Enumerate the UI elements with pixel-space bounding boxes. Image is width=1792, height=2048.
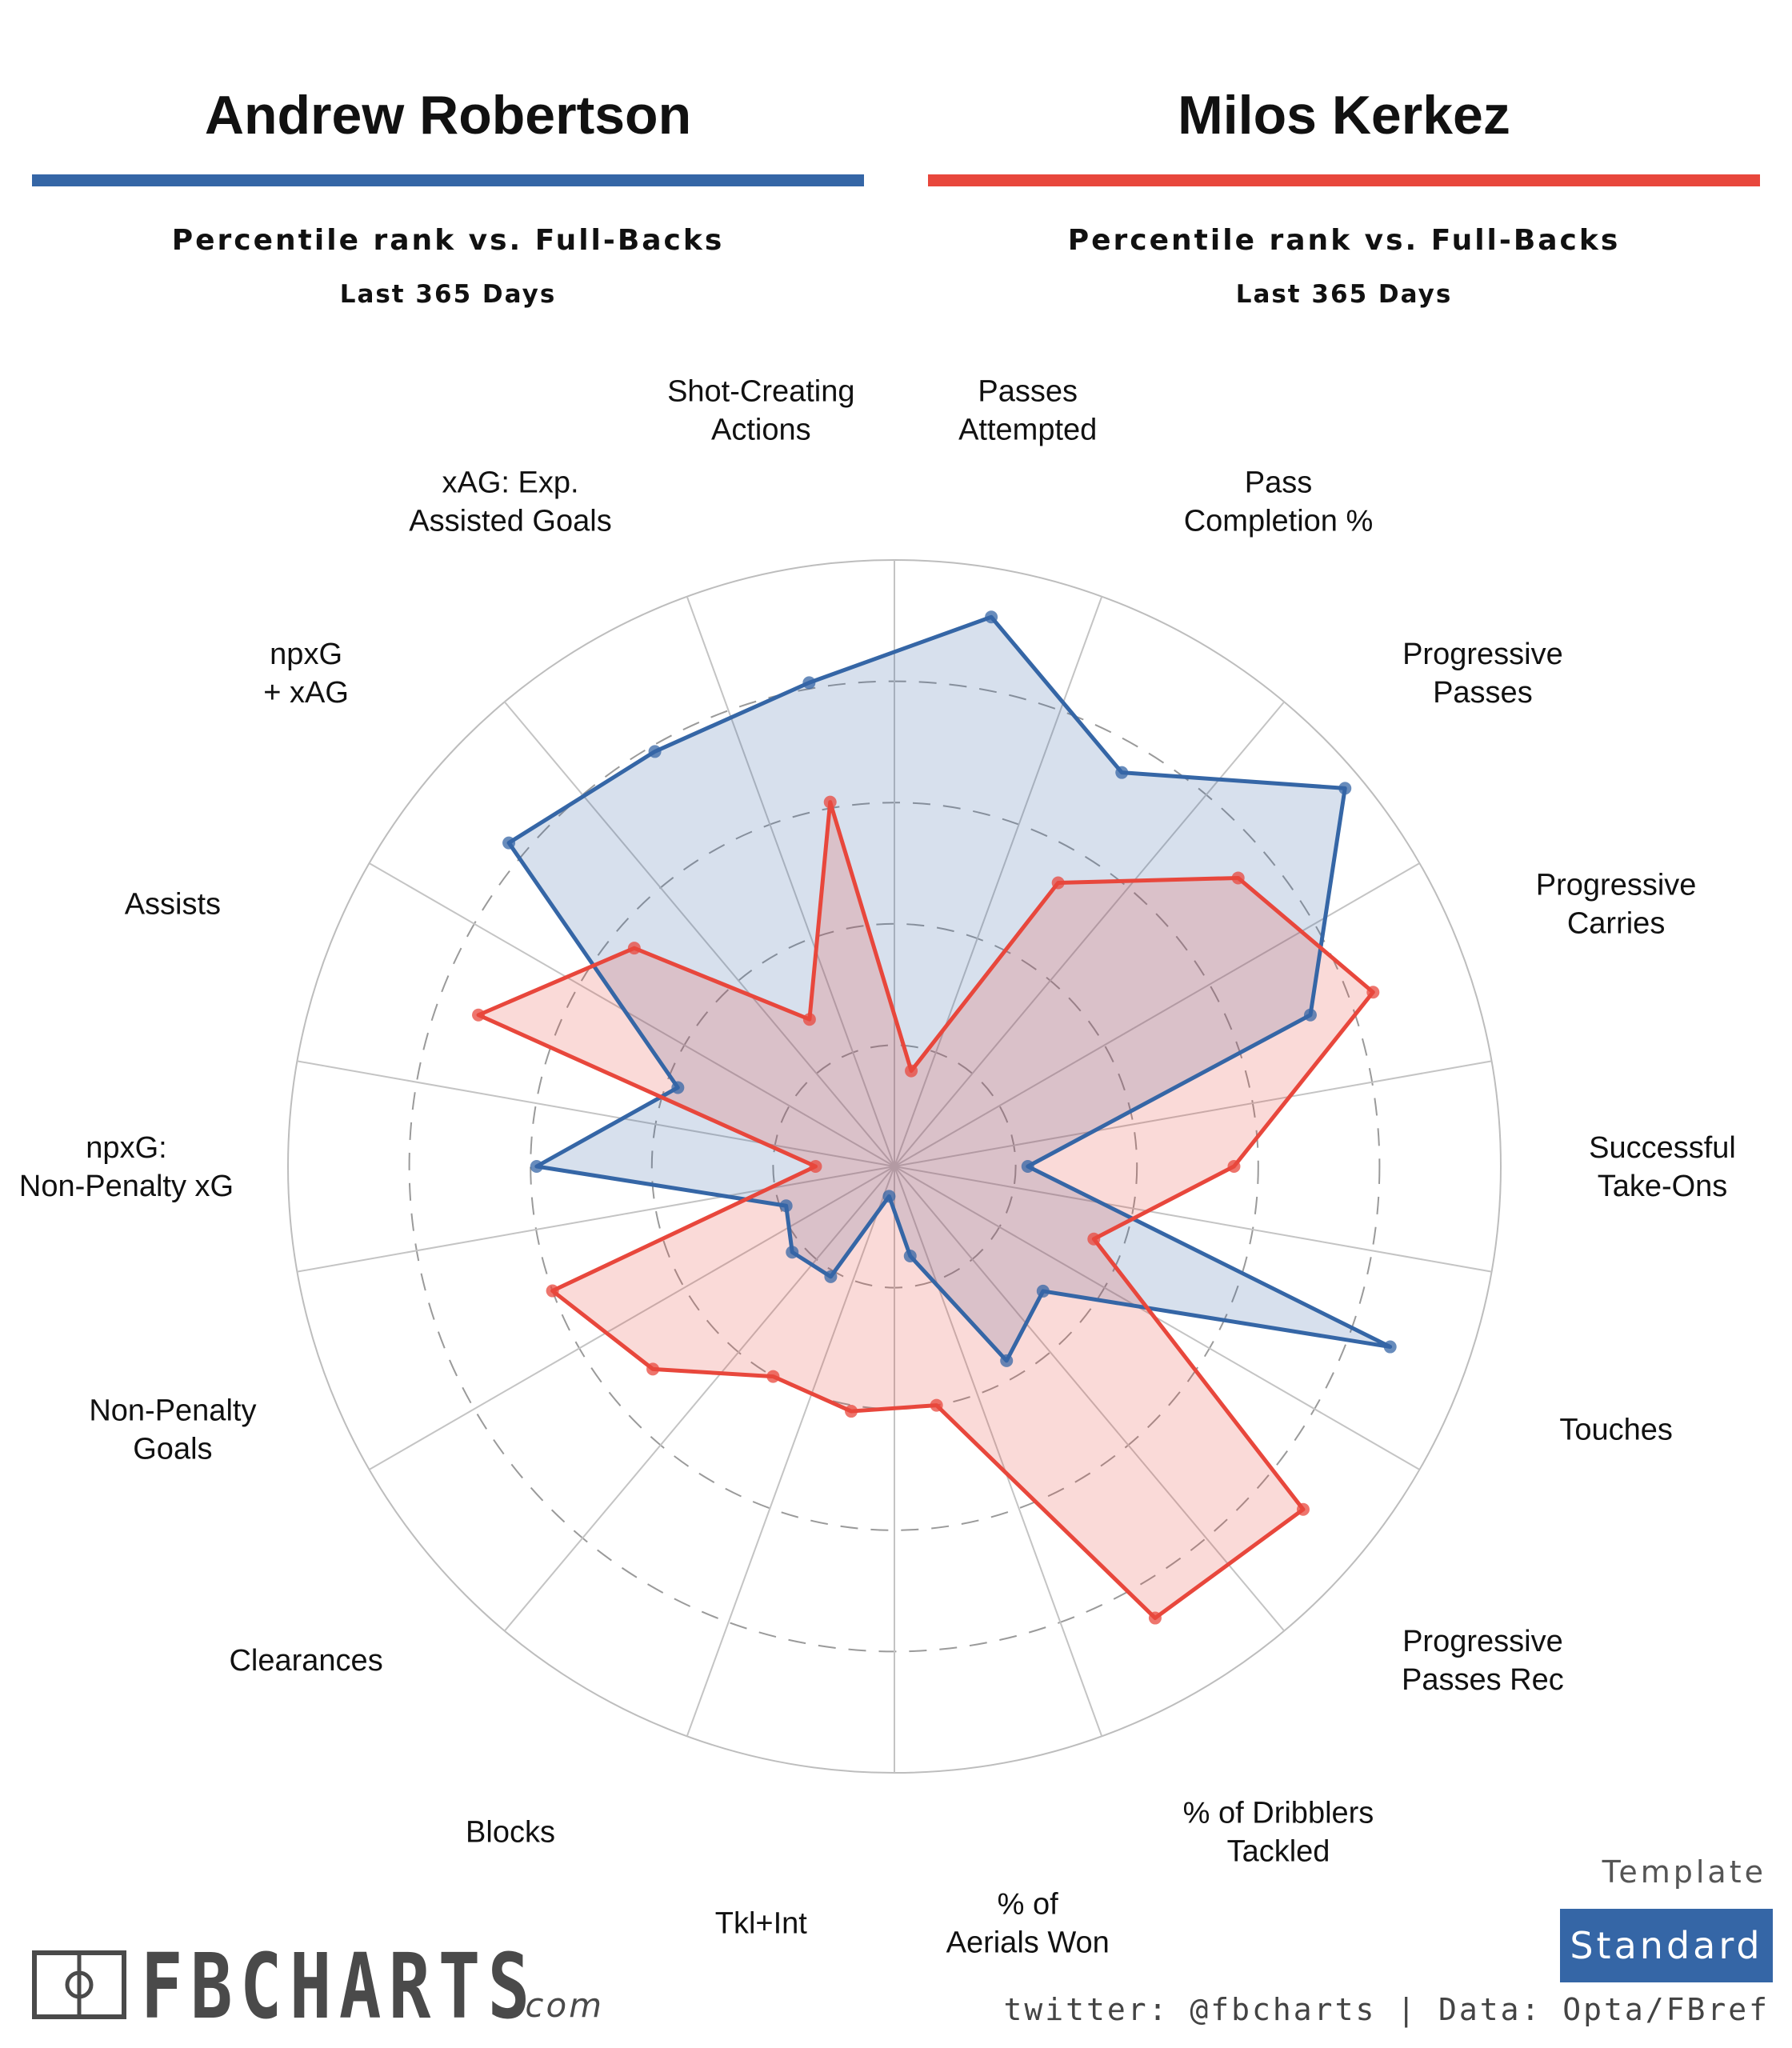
template-selector-button[interactable]: Standard <box>1560 1909 1773 1982</box>
player-1-period: Last 365 Days <box>339 280 557 309</box>
series-2-point <box>646 1362 660 1376</box>
radar-spoke <box>369 1166 895 1470</box>
player-2-subtitle: Percentile rank vs. Full-Backs <box>1067 224 1621 257</box>
credits: twitter: @fbcharts | Data: Opta/FBref <box>1003 1992 1770 2027</box>
series-1-point <box>985 610 998 624</box>
series-area-2 <box>478 802 1374 1618</box>
radar-spoke <box>686 596 895 1167</box>
series-1-point <box>1021 1160 1034 1173</box>
axis-label: Clearances <box>229 1644 382 1678</box>
series-1-point <box>502 836 516 850</box>
axis-label: Progressive Carries <box>1536 869 1697 941</box>
radar-spoke <box>894 862 1420 1167</box>
series-1-point <box>779 1199 793 1213</box>
template-label: Template <box>1602 1854 1766 1890</box>
axis-label: % of Aerials Won <box>946 1887 1110 1959</box>
brand-logo: FBCHARTS .com <box>32 1936 649 2032</box>
series-2-point <box>1231 871 1245 885</box>
radar-spoke <box>504 1166 895 1632</box>
axis-label: Tkl+Int <box>715 1906 808 1940</box>
series-1-point <box>1000 1354 1014 1367</box>
series-1-point <box>786 1246 799 1259</box>
series-area-1 <box>509 617 1390 1361</box>
axis-label: % of Dribblers Tackled <box>1183 1796 1374 1868</box>
series-1-point <box>903 1249 917 1262</box>
radar-spoke <box>504 701 895 1167</box>
radar-spoke <box>297 1166 895 1273</box>
axis-label: Passes Attempted <box>958 375 1097 447</box>
axis-label: Pass Completion % <box>1184 466 1374 538</box>
series-1-point <box>802 676 816 690</box>
series-2-point <box>905 1064 918 1078</box>
series-1-point <box>648 745 662 758</box>
series-2-point <box>546 1284 559 1298</box>
series-2-point <box>766 1370 780 1383</box>
player-2-name: Milos Kerkez <box>1178 85 1510 146</box>
radar-spoke <box>297 1060 895 1167</box>
series-2-point <box>809 1160 822 1173</box>
axis-label: Successful Take-Ons <box>1589 1131 1736 1203</box>
series-1-point <box>1115 766 1129 779</box>
series-2-point <box>1148 1611 1162 1625</box>
series-1-point <box>671 1081 685 1094</box>
player-2-color-bar <box>928 174 1760 186</box>
radar-spoke <box>894 1060 1492 1167</box>
series-2-point <box>802 1013 816 1026</box>
player-1-subtitle: Percentile rank vs. Full-Backs <box>171 224 725 257</box>
series-1-point <box>824 1270 838 1283</box>
axis-label: Progressive Passes Rec <box>1402 1625 1564 1697</box>
radar-spoke <box>686 1166 895 1737</box>
series-2-point <box>930 1398 943 1412</box>
series-2-point <box>1051 876 1065 890</box>
series-1-point <box>1383 1340 1397 1354</box>
player-1-color-bar <box>32 174 864 186</box>
axis-label: Blocks <box>466 1815 555 1849</box>
series-2-point <box>472 1008 486 1022</box>
series-1-point <box>882 1190 896 1203</box>
radar-spoke <box>369 862 895 1167</box>
brand-suffix: .com <box>512 1986 605 2025</box>
series-1-point <box>1338 782 1352 795</box>
axis-label: Shot-Creating Actions <box>667 375 854 447</box>
axis-label: xAG: Exp. Assisted Goals <box>409 466 611 538</box>
pitch-icon <box>32 1950 126 2019</box>
series-2-point <box>1087 1232 1101 1246</box>
radar-spoke <box>894 1166 1492 1273</box>
radar-spoke <box>894 1166 1103 1737</box>
radar-spoke <box>894 1166 1285 1632</box>
player-1-name: Andrew Robertson <box>204 85 692 146</box>
axis-label: Non-Penalty Goals <box>89 1394 256 1466</box>
series-2-point <box>627 942 641 955</box>
series-2-point <box>1227 1160 1241 1173</box>
axis-label: npxG + xAG <box>263 638 349 710</box>
series-1-point <box>1036 1284 1050 1298</box>
axis-label: Assists <box>125 888 221 922</box>
series-2-point <box>1366 986 1380 999</box>
brand-name: FBCHARTS <box>141 1935 538 2039</box>
series-2-point <box>845 1405 858 1418</box>
series-2-point <box>823 795 837 809</box>
series-2-point <box>1296 1502 1310 1516</box>
axis-label: npxG: Non-Penalty xG <box>19 1131 234 1203</box>
series-1-point <box>1303 1008 1317 1022</box>
axis-label: Progressive Passes <box>1402 638 1563 710</box>
radar-spoke <box>894 596 1103 1167</box>
axis-label: Touches <box>1559 1413 1673 1446</box>
player-2-period: Last 365 Days <box>1235 280 1453 309</box>
series-1-point <box>530 1160 543 1173</box>
